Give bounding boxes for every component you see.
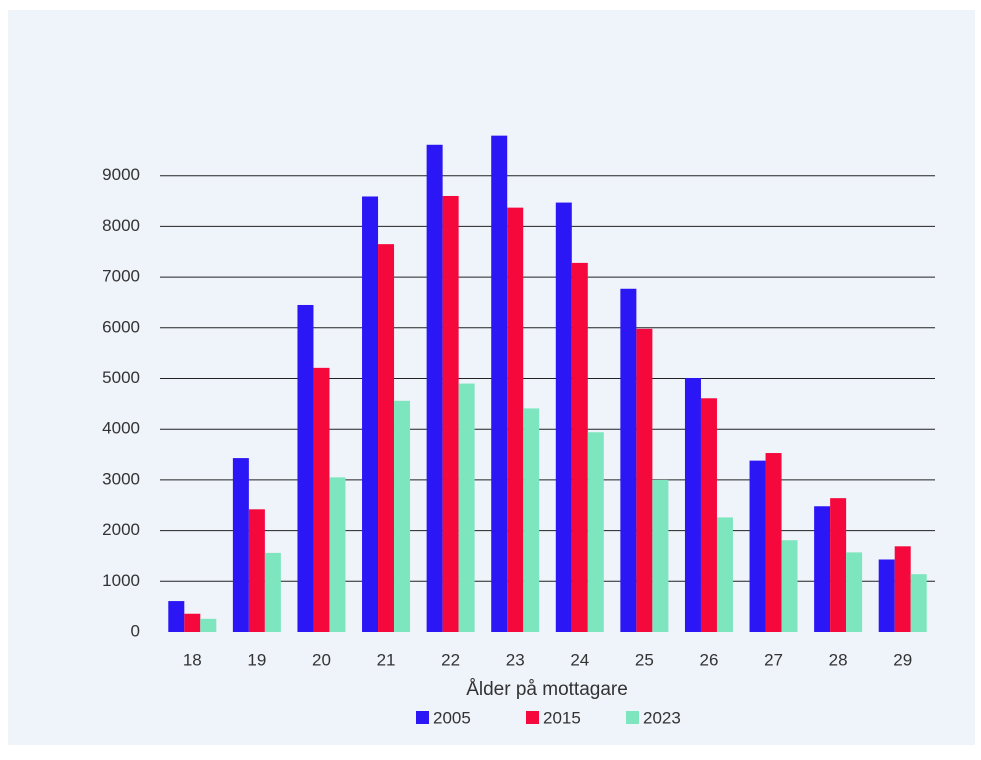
y-tick-label: 2000 — [102, 520, 140, 539]
legend-swatch — [416, 711, 429, 724]
bar — [232, 458, 249, 632]
bar — [200, 618, 217, 632]
bar — [716, 517, 733, 632]
bar — [830, 498, 847, 632]
legend-label: 2015 — [543, 708, 581, 727]
bar — [555, 202, 572, 633]
bar — [684, 377, 701, 632]
y-tick-label: 8000 — [102, 216, 140, 235]
y-tick-label: 9000 — [102, 165, 140, 184]
bar — [248, 509, 265, 632]
x-tick-label: 20 — [312, 650, 331, 669]
x-tick-label: 24 — [570, 650, 589, 669]
legend-swatch — [526, 711, 539, 724]
legend-label: 2005 — [433, 708, 471, 727]
x-tick-label: 21 — [377, 650, 396, 669]
bar — [329, 477, 346, 632]
y-tick-label: 3000 — [102, 469, 140, 488]
bar — [264, 552, 281, 632]
bar — [894, 546, 911, 632]
bar — [587, 432, 604, 632]
bar — [442, 195, 459, 633]
bar — [297, 304, 314, 632]
x-tick-label: 23 — [506, 650, 525, 669]
x-tick-label: 25 — [635, 650, 654, 669]
bar — [426, 144, 443, 632]
bar — [700, 398, 717, 632]
x-tick-label: 29 — [893, 650, 912, 669]
x-tick-label: 19 — [247, 650, 266, 669]
bar — [878, 559, 895, 632]
bar — [636, 328, 653, 632]
y-tick-label: 5000 — [102, 368, 140, 387]
bar — [507, 207, 524, 633]
x-tick-label: 26 — [699, 650, 718, 669]
legend-swatch — [626, 711, 639, 724]
legend-label: 2023 — [643, 708, 681, 727]
bar — [765, 453, 782, 632]
bar — [313, 367, 330, 632]
bar — [394, 400, 411, 632]
x-tick-label: 28 — [829, 650, 848, 669]
x-tick-label: 22 — [441, 650, 460, 669]
bar — [749, 460, 766, 632]
bar — [620, 288, 637, 632]
y-tick-label: 4000 — [102, 419, 140, 438]
bar — [910, 574, 927, 632]
x-tick-label: 27 — [764, 650, 783, 669]
bar — [571, 262, 588, 632]
y-tick-label: 1000 — [102, 571, 140, 590]
bar — [523, 408, 540, 632]
y-tick-label: 7000 — [102, 267, 140, 286]
x-axis-label: Ålder på mottagare — [466, 679, 628, 700]
bar — [814, 506, 831, 632]
bar — [184, 613, 201, 632]
bar — [781, 540, 798, 632]
bar — [378, 244, 395, 632]
bar — [652, 479, 669, 632]
y-tick-label: 0 — [131, 621, 140, 640]
bar — [846, 552, 863, 632]
bar — [362, 196, 379, 632]
bar — [491, 135, 508, 632]
y-tick-label: 6000 — [102, 317, 140, 336]
bar — [458, 383, 475, 632]
x-tick-label: 18 — [183, 650, 202, 669]
bar — [168, 601, 185, 632]
